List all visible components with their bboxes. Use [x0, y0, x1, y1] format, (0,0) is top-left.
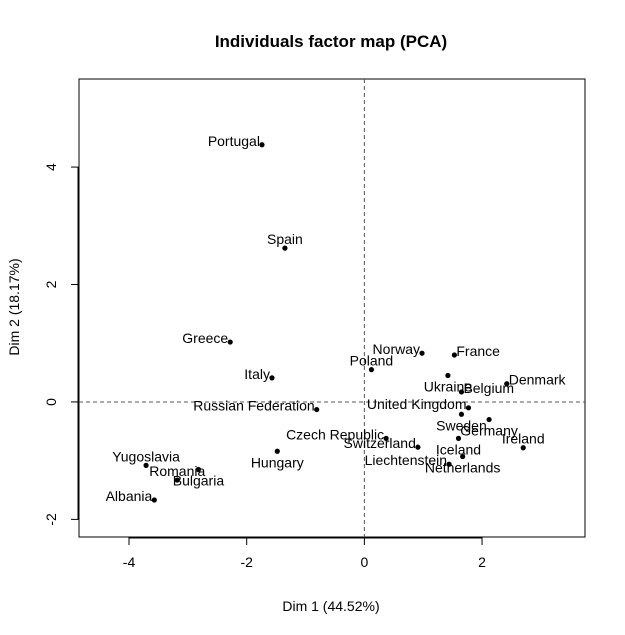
point-united-kingdom	[465, 405, 472, 411]
point-label: Greece	[182, 330, 228, 346]
point-spain	[282, 245, 288, 251]
point-label: Romania	[149, 463, 205, 479]
point-label: Yugoslavia	[112, 448, 180, 464]
point-label: Poland	[350, 353, 394, 369]
reference-lines	[79, 79, 585, 537]
x-axis: -4 -2 0 2	[123, 537, 486, 570]
y-tick-label: 2	[43, 280, 59, 288]
point-liechtenstein	[446, 461, 452, 467]
point-label: United Kingdom	[367, 396, 467, 412]
point-albania	[151, 497, 157, 503]
point-greece	[227, 339, 233, 345]
chart-title: Individuals factor map (PCA)	[215, 32, 447, 51]
x-tick-label: 0	[360, 554, 368, 570]
point-poland	[368, 367, 375, 373]
point-label: Germany	[460, 423, 518, 439]
point-sweden	[458, 411, 465, 417]
point-italy	[269, 375, 275, 381]
point-denmark	[504, 381, 510, 387]
x-tick-label: -2	[240, 554, 253, 570]
y-tick-label: -2	[43, 513, 59, 526]
point-label: Ireland	[502, 431, 545, 447]
point-label: Albania	[106, 488, 153, 504]
data-points: Portugal Spain Greece Italy Russian Federati…	[106, 133, 567, 504]
point-label: Russian Federation	[193, 398, 314, 414]
point-label: Hungary	[251, 454, 304, 470]
plot-frame	[78, 78, 586, 538]
point-label: Sweden	[436, 417, 487, 433]
point-romania	[174, 477, 180, 483]
y-axis-label: Dim 2 (18.17%)	[6, 258, 22, 355]
point-switzerland	[415, 444, 421, 450]
point-hungary	[274, 448, 280, 454]
point-ireland	[520, 445, 526, 451]
point-yugoslavia	[143, 462, 149, 468]
point-label: Norway	[373, 341, 420, 357]
point-label: Spain	[267, 231, 303, 247]
x-axis-label: Dim 1 (44.52%)	[282, 598, 379, 614]
point-portugal	[259, 142, 265, 148]
point-label: Iceland	[436, 441, 481, 457]
y-axis: -2 0 2 4	[43, 163, 79, 526]
point-germany	[486, 416, 492, 423]
point-iceland	[455, 435, 462, 441]
point-label: Belgium	[463, 380, 514, 396]
y-tick-label: 4	[43, 163, 59, 171]
point-label: Netherlands	[425, 460, 501, 476]
point-russian-federation	[314, 406, 320, 413]
point-belgium	[458, 389, 465, 395]
x-tick-label: -4	[123, 554, 136, 570]
point-label: Liechtenstein	[365, 452, 448, 468]
point-norway	[419, 350, 425, 356]
point-label: Portugal	[208, 133, 260, 149]
point-netherlands	[460, 453, 466, 460]
point-label: France	[456, 343, 500, 359]
point-label: Italy	[244, 366, 270, 382]
point-ukraine	[445, 372, 451, 379]
x-tick-label: 2	[478, 554, 486, 570]
point-label: Czech Republic	[286, 426, 384, 442]
point-label: Denmark	[509, 372, 567, 388]
point-bulgaria	[195, 466, 202, 473]
y-tick-label: 0	[43, 398, 59, 406]
point-label: Switzerland	[344, 435, 416, 451]
point-czech-republic	[383, 435, 389, 441]
point-france	[451, 352, 457, 358]
point-label: Bulgaria	[173, 472, 225, 488]
